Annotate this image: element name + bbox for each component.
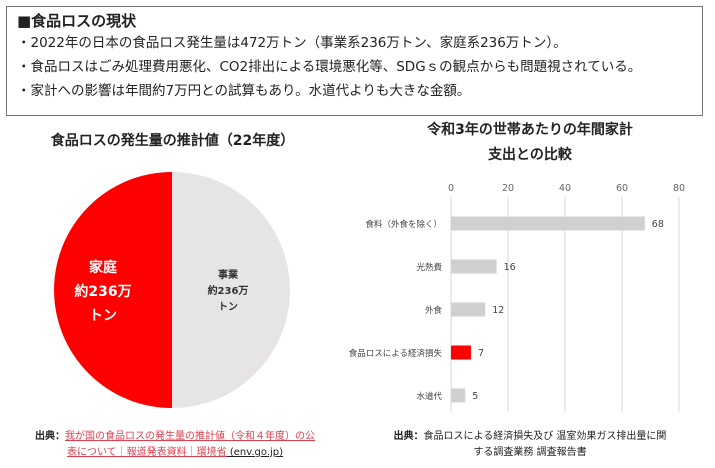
pie-chart: 家庭 約236万 トン 事業 約236万 トン [54, 172, 290, 408]
source-link[interactable]: 表について｜報道発表資料｜環境省 [66, 447, 227, 458]
bar [451, 216, 645, 231]
data-label: 68 [652, 219, 664, 230]
data-label: 16 [504, 262, 516, 273]
bar [451, 388, 466, 403]
pie-label-household: 家庭 [89, 259, 118, 276]
summary-heading: ■食品ロスの現状 [17, 12, 137, 30]
source-prefix: 出典： [393, 431, 424, 442]
x-tick-label: 80 [673, 183, 685, 194]
source-link[interactable]: 我が国の食品ロスの発生量の推計値（令和４年度）の公 [65, 431, 315, 442]
pie-unit-business: トン [218, 301, 238, 313]
category-label: 食品ロスによる経済損失 [349, 348, 443, 359]
x-tick-label: 0 [448, 183, 454, 194]
category-label: 食料（外食を除く） [365, 219, 442, 230]
source-domain[interactable]: (env.go.jp) [226, 447, 284, 458]
bar [451, 302, 486, 317]
pie-title: 食品ロスの発生量の推計値（22年度） [50, 133, 295, 149]
pie-label-business: 事業 [218, 268, 239, 281]
source-text: する調査業務 調査報告書 [473, 447, 587, 458]
summary-line: ・食品ロスはごみ処理費用悪化、CO2排出による環境悪化等、SDGｓの観点からも問… [17, 59, 642, 75]
summary-box: ■食品ロスの現状 ・2022年の日本の食品ロス発生量は472万トン（事業系236… [6, 6, 703, 116]
pie-slice-business [172, 172, 290, 408]
pie-slice-household [54, 172, 173, 408]
data-label: 12 [492, 305, 504, 316]
category-label: 光熱費 [416, 262, 442, 273]
category-label: 外食 [425, 305, 443, 316]
pie-value-household: 約236万 [74, 283, 131, 300]
pie-value-business: 約236万 [208, 284, 249, 297]
source-prefix: 出典： [35, 431, 65, 442]
source-text: 食品ロスによる経済損失及び 温室効果ガス排出量に関 [423, 431, 667, 442]
pie-unit-household: トン [89, 308, 117, 324]
bar [451, 259, 497, 274]
bar-title-line: 支出との比較 [488, 147, 572, 163]
data-label: 5 [472, 391, 478, 402]
bar-title: 令和3年の世帯あたりの年間家計 支出との比較 [380, 118, 680, 168]
source-right: 出典：食品ロスによる経済損失及び 温室効果ガス排出量に関 する調査業務 調査報告… [375, 429, 685, 461]
x-tick-label: 60 [616, 183, 628, 194]
bar [451, 345, 471, 360]
bar-title-line: 令和3年の世帯あたりの年間家計 [427, 122, 633, 138]
data-label: 7 [478, 348, 484, 359]
source-left: 出典：我が国の食品ロスの発生量の推計値（令和４年度）の公 表について｜報道発表資… [20, 429, 330, 461]
summary-line: ・家計への影響は年間約7万円との試算もあり。水道代よりも大きな金額。 [17, 83, 471, 99]
x-tick-label: 20 [502, 183, 514, 194]
category-label: 水道代 [416, 391, 442, 402]
x-tick-label: 40 [559, 183, 571, 194]
summary-line: ・2022年の日本の食品ロス発生量は472万トン（事業系236万トン、家庭系23… [17, 35, 567, 51]
